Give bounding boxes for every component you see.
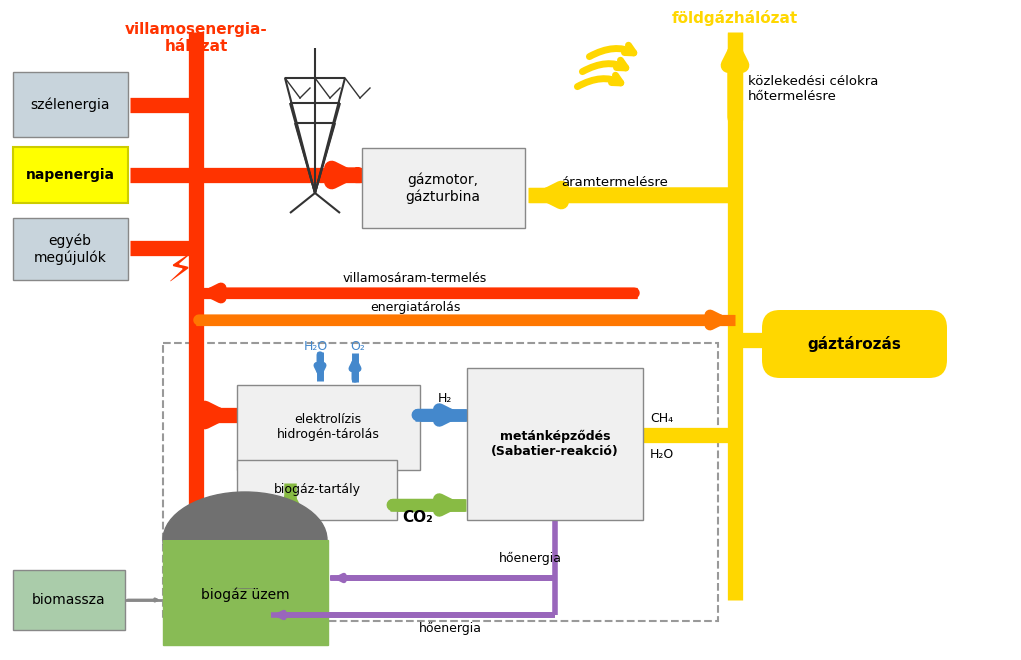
FancyBboxPatch shape [237, 460, 397, 520]
Ellipse shape [163, 492, 327, 588]
Text: villamosenergia-
hálózat: villamosenergia- hálózat [125, 22, 268, 54]
Text: földgázhálózat: földgázhálózat [672, 10, 798, 26]
Text: hőenergia: hőenergia [498, 551, 562, 564]
Text: közlekedési célokra
hőtermelésre: közlekedési célokra hőtermelésre [748, 75, 878, 103]
Text: H₂: H₂ [438, 391, 452, 405]
Text: gáztározás: gáztározás [807, 336, 901, 352]
Text: CH₄: CH₄ [650, 411, 673, 424]
Text: energiatárolás: energiatárolás [370, 300, 460, 314]
Text: CO₂: CO₂ [402, 510, 433, 525]
Text: hőenergia: hőenergia [419, 622, 482, 634]
Text: szélenergia: szélenergia [31, 98, 109, 112]
FancyBboxPatch shape [163, 540, 328, 645]
Text: H₂O: H₂O [304, 341, 328, 354]
Text: áramtermelésre: áramtermelésre [562, 176, 669, 189]
FancyBboxPatch shape [362, 148, 525, 228]
Text: H₂O: H₂O [650, 449, 674, 461]
Text: biogáz-tartály: biogáz-tartály [274, 484, 360, 496]
FancyBboxPatch shape [13, 218, 128, 280]
Text: ⚡: ⚡ [166, 251, 194, 289]
Text: biogáz üzem: biogáz üzem [201, 588, 289, 602]
FancyBboxPatch shape [163, 540, 328, 588]
Text: biomassza: biomassza [33, 593, 106, 607]
FancyBboxPatch shape [13, 570, 125, 630]
Text: metánképződés
(Sabatier-reakció): metánképződés (Sabatier-reakció) [491, 430, 619, 458]
Text: elektrolízis
hidrogén-tárolás: elektrolízis hidrogén-tárolás [277, 413, 380, 441]
FancyBboxPatch shape [13, 72, 128, 137]
Text: egyéb
megújulók: egyéb megújulók [34, 234, 106, 265]
Text: gázmotor,
gázturbina: gázmotor, gázturbina [405, 172, 481, 204]
Text: villamosáram-termelés: villamosáram-termelés [343, 271, 487, 284]
Text: O₂: O₂ [350, 341, 366, 354]
Text: napenergia: napenergia [26, 168, 114, 182]
FancyBboxPatch shape [13, 147, 128, 203]
FancyBboxPatch shape [762, 310, 947, 378]
FancyBboxPatch shape [237, 385, 420, 470]
FancyBboxPatch shape [467, 368, 643, 520]
